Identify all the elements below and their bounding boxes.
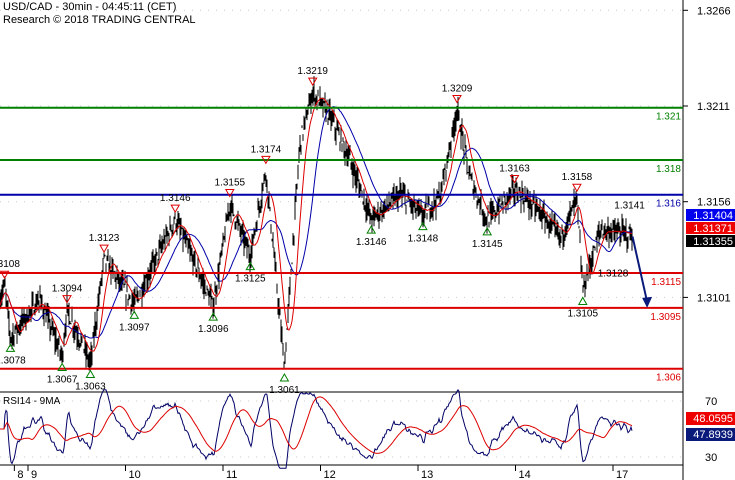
price-label: 1.3141 [614, 201, 645, 212]
price-badge-value: 1.31371 [693, 223, 733, 235]
chart-title: USD/CAD - 30min - 04:45:11 (CET) [3, 1, 177, 13]
x-tick-label: 17 [616, 469, 628, 480]
forecast-arrow [631, 236, 649, 303]
x-tick-label: 11 [226, 469, 237, 480]
swing-high-label: 1.3094 [52, 284, 83, 295]
rsi-badge-value: 47.8939 [693, 429, 733, 441]
price-bars [0, 76, 633, 371]
rsi-badge-value: 48.0595 [693, 413, 733, 425]
level-label: 1.306 [656, 373, 681, 384]
level-label: 1.321 [656, 112, 681, 123]
fast-moving-average [0, 97, 633, 352]
rsi-badge [686, 428, 735, 441]
level-label: 1.3115 [651, 277, 681, 288]
price-label: 1.3128 [598, 269, 629, 280]
x-tick-label: 13 [421, 469, 433, 480]
x-tick-label: 9 [31, 469, 37, 480]
swing-low-label: 1.3145 [472, 239, 503, 250]
price-badge [686, 222, 735, 234]
swing-high-marker [170, 204, 181, 214]
swing-high-marker [509, 175, 520, 184]
price-badge-value: 1.31355 [693, 236, 733, 248]
swing-low-marker [577, 296, 588, 305]
swing-low-marker [129, 310, 140, 319]
swing-high-marker [572, 183, 582, 193]
swing-high-marker [261, 155, 271, 165]
swing-high-label: 1.3163 [499, 164, 530, 175]
x-tick-label: 12 [324, 469, 336, 480]
swing-low-label: 1.3105 [567, 308, 598, 319]
swing-low-marker [482, 226, 493, 236]
swing-high-label: 1.3146 [160, 193, 191, 204]
swing-high-label: 1.3174 [251, 144, 282, 155]
swing-high-marker [99, 244, 109, 254]
swing-low-marker [245, 261, 256, 271]
swing-low-label: 1.3096 [198, 324, 229, 335]
copyright: Research © 2018 TRADING CENTRAL [3, 14, 196, 26]
swing-high-marker [62, 295, 72, 304]
swing-high-marker [307, 77, 318, 87]
swing-low-label: 1.3067 [47, 375, 78, 386]
level-label: 1.3095 [650, 312, 681, 323]
swing-low-marker [366, 225, 377, 234]
slow-moving-average [0, 106, 633, 339]
swing-high-label: 1.3155 [215, 177, 246, 188]
price-badge-value: 1.31404 [693, 210, 733, 222]
y-tick-label: 1.3101 [697, 292, 731, 304]
swing-high-marker [224, 188, 235, 198]
swing-low-marker [5, 343, 16, 352]
swing-low-label: 1.3061 [269, 385, 300, 396]
swing-low-label: 1.3125 [235, 274, 266, 285]
x-tick-label: 8 [17, 469, 23, 480]
x-tick-label: 10 [129, 469, 141, 480]
price-badge [686, 235, 735, 247]
level-label: 1.318 [656, 164, 681, 175]
swing-low-marker [279, 372, 290, 382]
y-tick-label: 1.3211 [697, 101, 730, 113]
swing-low-marker [418, 221, 428, 231]
level-label: 1.316 [656, 199, 681, 210]
swing-high-marker [0, 270, 10, 280]
y-tick-label: 1.3266 [697, 5, 731, 17]
swing-low-marker [208, 312, 219, 321]
swing-high-label: 1.3108 [0, 259, 20, 270]
swing-high-label: 1.3123 [89, 233, 120, 244]
swing-high-label: 1.3219 [297, 66, 328, 77]
swing-high-label: 1.3209 [442, 83, 473, 94]
forecast-arrowhead [642, 296, 653, 308]
swing-low-label: 1.3097 [119, 322, 150, 333]
rsi-ma-line [0, 396, 633, 454]
swing-low-label: 1.3078 [0, 355, 26, 366]
swing-low-marker [57, 362, 67, 372]
rsi-tick-label: 30 [705, 452, 717, 464]
swing-low-label: 1.3063 [75, 382, 106, 393]
swing-high-label: 1.3158 [562, 172, 593, 183]
y-tick-label: 1.3156 [697, 197, 731, 209]
swing-low-label: 1.3148 [408, 234, 439, 245]
rsi-title: RSI14 - 9MA [3, 396, 61, 407]
x-tick-label: 14 [519, 469, 531, 480]
rsi-badge [686, 412, 735, 425]
swing-high-marker [452, 94, 462, 104]
swing-low-marker [85, 369, 96, 379]
rsi-tick-label: 70 [705, 396, 717, 408]
swing-low-label: 1.3146 [356, 237, 387, 248]
price-badge [686, 209, 735, 221]
